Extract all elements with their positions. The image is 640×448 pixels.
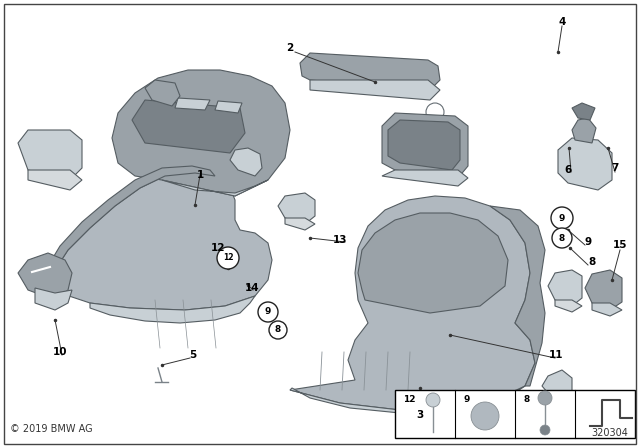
Circle shape	[269, 321, 287, 339]
Polygon shape	[300, 53, 440, 90]
Polygon shape	[490, 206, 545, 386]
Text: 15: 15	[612, 240, 627, 250]
Polygon shape	[542, 370, 572, 400]
Polygon shape	[215, 101, 242, 113]
Text: 12: 12	[211, 243, 225, 253]
Polygon shape	[548, 270, 582, 306]
Circle shape	[538, 391, 552, 405]
Text: 8: 8	[523, 396, 529, 405]
Polygon shape	[48, 166, 215, 270]
Polygon shape	[592, 303, 622, 316]
Polygon shape	[55, 173, 272, 310]
Text: 12: 12	[403, 396, 415, 405]
Text: 1: 1	[196, 170, 204, 180]
Circle shape	[426, 393, 440, 407]
Polygon shape	[145, 80, 180, 106]
Circle shape	[217, 247, 239, 269]
Text: 320304: 320304	[591, 428, 628, 438]
Text: 9: 9	[463, 396, 469, 405]
Polygon shape	[382, 113, 468, 178]
Circle shape	[471, 402, 499, 430]
Circle shape	[426, 103, 444, 121]
Polygon shape	[132, 100, 245, 153]
Polygon shape	[28, 170, 82, 190]
Text: 14: 14	[244, 283, 259, 293]
Text: 8: 8	[559, 233, 565, 242]
Polygon shape	[175, 98, 210, 110]
Text: 6: 6	[564, 165, 572, 175]
Polygon shape	[558, 138, 612, 190]
Polygon shape	[548, 393, 572, 406]
Circle shape	[552, 228, 572, 248]
Polygon shape	[112, 70, 290, 196]
Polygon shape	[35, 288, 72, 310]
Text: 8: 8	[588, 257, 596, 267]
Polygon shape	[572, 103, 595, 120]
Polygon shape	[285, 218, 315, 230]
Polygon shape	[278, 193, 315, 224]
Polygon shape	[18, 130, 82, 180]
Polygon shape	[382, 170, 468, 186]
Polygon shape	[388, 120, 460, 170]
Polygon shape	[572, 118, 596, 143]
Polygon shape	[230, 148, 262, 176]
Polygon shape	[555, 300, 582, 312]
Text: 2: 2	[286, 43, 294, 53]
Bar	[395, 390, 635, 438]
Circle shape	[551, 207, 573, 229]
Text: 9: 9	[559, 214, 565, 223]
Polygon shape	[358, 213, 508, 313]
Text: 9: 9	[265, 307, 271, 316]
Polygon shape	[162, 180, 268, 196]
Text: 11: 11	[548, 350, 563, 360]
Text: 5: 5	[189, 350, 196, 360]
Text: 10: 10	[52, 347, 67, 357]
Polygon shape	[585, 270, 622, 310]
Text: © 2019 BMW AG: © 2019 BMW AG	[10, 424, 93, 434]
Polygon shape	[18, 253, 72, 300]
Text: 3: 3	[417, 410, 424, 420]
Polygon shape	[290, 386, 525, 413]
Polygon shape	[290, 196, 535, 410]
Polygon shape	[310, 80, 440, 100]
Text: 13: 13	[333, 235, 348, 245]
Text: 12: 12	[223, 254, 233, 263]
Text: 8: 8	[275, 326, 281, 335]
Text: 7: 7	[611, 163, 619, 173]
Circle shape	[540, 425, 550, 435]
Text: 4: 4	[558, 17, 566, 27]
Text: 9: 9	[584, 237, 591, 247]
Circle shape	[258, 302, 278, 322]
Polygon shape	[90, 296, 255, 323]
